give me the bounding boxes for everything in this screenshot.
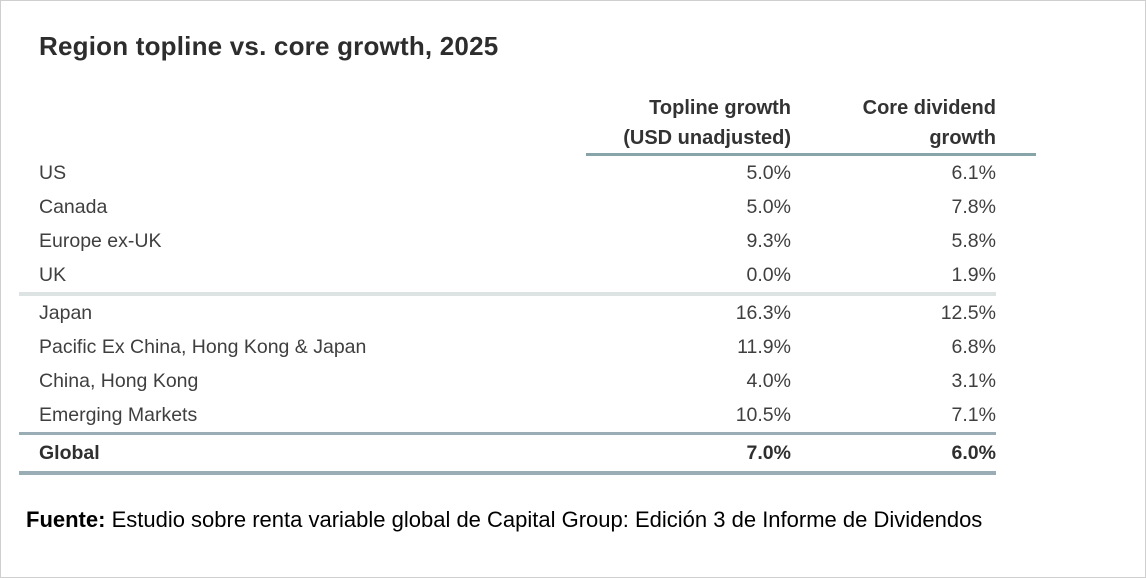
table-row-total: Global 7.0% 6.0% [19, 435, 996, 471]
source-text: Estudio sobre renta variable global de C… [105, 507, 983, 532]
group-divider [19, 292, 996, 296]
column-header-topline-line2: (USD unadjusted) [623, 127, 791, 149]
topline-cell: 5.0% [746, 195, 791, 218]
core-cell: 7.8% [951, 195, 996, 218]
table-row: Europe ex-UK 9.3% 5.8% [19, 224, 996, 258]
region-cell: US [39, 161, 67, 184]
topline-cell: 0.0% [746, 263, 791, 286]
column-header-topline-line1: Topline growth [649, 97, 791, 119]
column-header-topline: Topline growth (USD unadjusted) [539, 93, 791, 153]
source-label: Fuente: [26, 507, 106, 532]
region-cell: Canada [39, 195, 108, 218]
topline-cell: 11.9% [737, 335, 791, 358]
topline-cell: 16.3% [735, 301, 791, 324]
column-header-core-line1: Core dividend [862, 97, 996, 119]
column-header-core: Core dividend growth [791, 93, 996, 153]
table-row: US 5.0% 6.1% [19, 156, 996, 190]
core-cell: 6.1% [951, 161, 996, 184]
table-row: China, Hong Kong 4.0% 3.1% [19, 364, 996, 398]
region-cell: Europe ex-UK [39, 229, 162, 252]
core-cell: 1.9% [951, 263, 996, 286]
table-row: Emerging Markets 10.5% 7.1% [19, 398, 996, 432]
source-note: Fuente: Estudio sobre renta variable glo… [26, 507, 982, 533]
column-header-core-line2: growth [929, 127, 996, 149]
total-top-divider [19, 432, 996, 435]
region-cell: Japan [39, 301, 93, 324]
core-cell: 12.5% [940, 301, 996, 324]
region-cell: Pacific Ex China, Hong Kong & Japan [39, 335, 367, 358]
chart-title: Region topline vs. core growth, 2025 [39, 31, 499, 61]
header-spacer [19, 93, 539, 153]
table-row: UK 0.0% 1.9% [19, 258, 996, 292]
growth-table: Topline growth (USD unadjusted) Core div… [19, 93, 1036, 475]
topline-cell: 7.0% [746, 441, 791, 464]
core-cell: 3.1% [951, 369, 996, 392]
region-cell: Global [39, 441, 100, 464]
header-divider [586, 153, 1036, 156]
region-cell: Emerging Markets [39, 403, 198, 426]
table-bottom-divider [19, 471, 996, 475]
region-cell: UK [39, 263, 67, 286]
core-cell: 5.8% [951, 229, 996, 252]
core-cell: 6.0% [951, 441, 996, 464]
table-header-row: Topline growth (USD unadjusted) Core div… [19, 93, 996, 153]
topline-cell: 4.0% [746, 369, 791, 392]
table-row: Pacific Ex China, Hong Kong & Japan 11.9… [19, 330, 996, 364]
core-cell: 6.8% [951, 335, 996, 358]
topline-cell: 5.0% [746, 161, 791, 184]
topline-cell: 9.3% [746, 229, 791, 252]
table-row: Japan 16.3% 12.5% [19, 296, 996, 330]
topline-cell: 10.5% [735, 403, 791, 426]
table-row: Canada 5.0% 7.8% [19, 190, 996, 224]
region-cell: China, Hong Kong [39, 369, 199, 392]
core-cell: 7.1% [951, 403, 996, 426]
